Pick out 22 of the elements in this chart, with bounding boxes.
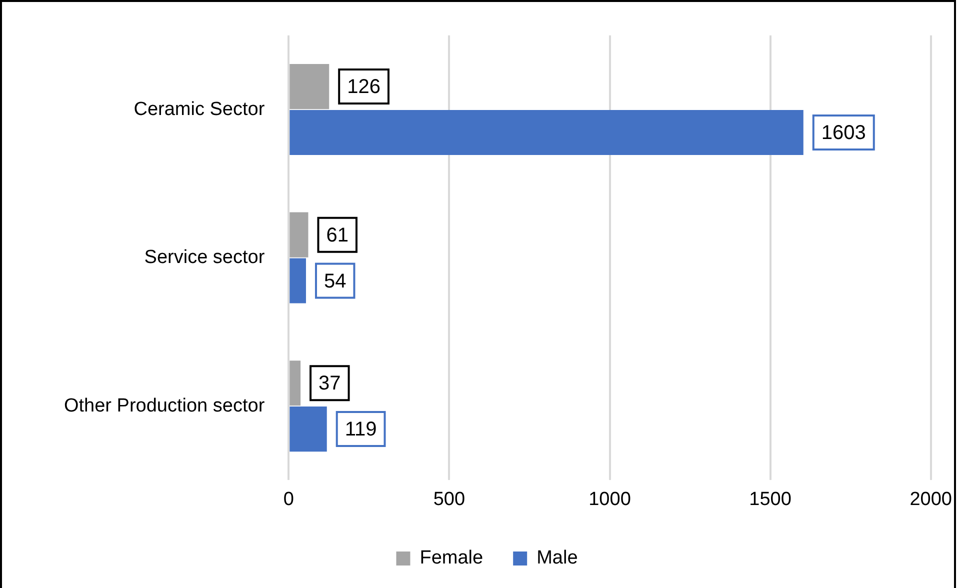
y-tick-label: Service sector: [144, 247, 266, 268]
x-tick-label: 2000: [910, 488, 952, 510]
x-tick-label: 1500: [749, 488, 792, 510]
data-label: 126: [347, 76, 380, 98]
y-tick-label: Other Production sector: [64, 395, 266, 416]
y-tick-label: Ceramic Sector: [134, 98, 266, 120]
data-label: 61: [326, 224, 348, 246]
bar: [290, 406, 327, 452]
bar: [290, 258, 306, 304]
x-tick-label: 0: [283, 488, 294, 510]
data-label: 119: [344, 418, 377, 441]
legend-label: Male: [536, 548, 578, 569]
bar: [290, 212, 308, 258]
bar: [290, 360, 301, 406]
legend-label: Female: [420, 548, 484, 569]
bar: [290, 110, 804, 156]
bar: [290, 64, 330, 110]
data-label: 37: [318, 372, 341, 395]
x-tick-label: 1000: [588, 488, 631, 510]
data-label: 1603: [821, 122, 866, 144]
data-label: 54: [324, 270, 346, 292]
x-tick-label: 500: [433, 488, 466, 510]
